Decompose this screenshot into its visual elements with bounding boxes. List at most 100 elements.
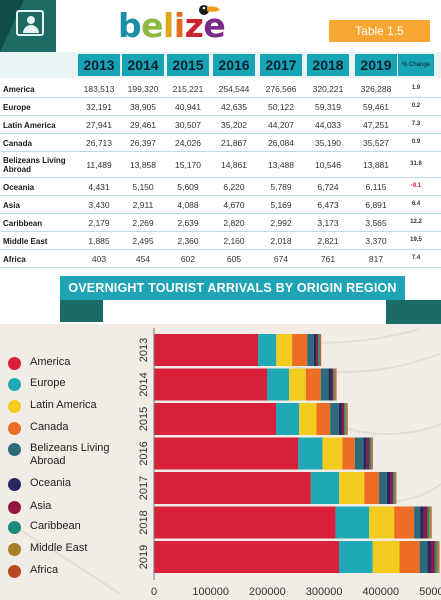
bar-segment <box>316 403 331 435</box>
year-tick-label: 2014 <box>138 372 150 396</box>
change-cell: 0.2 <box>411 103 421 109</box>
year-header: 2013 <box>78 54 120 76</box>
header: belize Table 1.5 <box>0 0 441 52</box>
legend-swatch <box>8 565 21 578</box>
table-cell: 2,639 <box>177 218 199 228</box>
table-cell: 27,941 <box>86 120 112 130</box>
bar-segment <box>392 472 395 504</box>
bar-segment <box>335 368 337 401</box>
bar-segment <box>276 334 293 366</box>
table-cell: 24,026 <box>175 138 201 148</box>
bar-segment <box>154 403 277 435</box>
table-cell: 5,609 <box>177 182 199 192</box>
legend-label: Belizeans Living Abroad <box>30 442 110 467</box>
table-cell: 35,527 <box>363 138 389 148</box>
year-tick-label: 2013 <box>138 338 150 362</box>
row-label: America <box>3 85 35 94</box>
bar-segment <box>307 334 314 366</box>
legend-swatch <box>8 443 21 456</box>
bar-segment <box>342 437 355 470</box>
bar-segment <box>363 437 367 470</box>
bar-segment <box>347 403 348 435</box>
legend-swatch <box>8 543 21 556</box>
bar-segment <box>154 437 299 470</box>
bar-segment <box>414 506 421 539</box>
table-label: Table 1.5 <box>329 20 430 42</box>
table-cell: 254,544 <box>218 84 250 94</box>
x-tick-label: 300000 <box>306 586 343 598</box>
bar-segment <box>276 403 300 435</box>
table-cell: 2,821 <box>317 236 339 246</box>
bar-segment <box>316 334 319 366</box>
bar-segment <box>429 506 431 539</box>
table-cell: 3,370 <box>365 236 387 246</box>
bar-segment <box>334 368 336 401</box>
table-cell: 4,088 <box>177 200 199 210</box>
profile-badge <box>0 0 56 52</box>
bar-segment <box>154 541 340 573</box>
table-cell: 817 <box>368 254 384 264</box>
bar-segment <box>419 541 428 573</box>
bar-segment <box>154 506 336 539</box>
table-cell: 10,546 <box>315 160 341 170</box>
legend-swatch <box>8 422 21 435</box>
legend-label: America <box>30 356 71 368</box>
change-cell: 7.3 <box>411 121 421 127</box>
year-tick-label: 2017 <box>138 476 150 500</box>
table-cell: 2,495 <box>132 236 154 246</box>
row-label: Africa <box>3 255 26 264</box>
x-tick-label: 500000 <box>419 586 441 598</box>
user-icon <box>16 10 44 36</box>
bar-segment <box>394 506 415 539</box>
row-label: Asia <box>3 201 20 210</box>
year-tick-label: 2016 <box>138 441 150 465</box>
bar-segment <box>438 541 440 573</box>
table-cell: 2,992 <box>270 218 292 228</box>
legend-label: Oceania <box>30 477 71 489</box>
table-cell: 403 <box>91 254 107 264</box>
bar-segment <box>154 472 311 504</box>
row-label: Caribbean <box>3 219 43 228</box>
stacked-bar-chart: 2013 2014 2015 2016 2017 2018 2019 0 100000 20000… <box>0 324 441 600</box>
bar-segment <box>436 541 439 573</box>
table-cell: 605 <box>226 254 242 264</box>
x-tick-label: 0 <box>151 586 157 598</box>
table-cell: 4,431 <box>88 182 110 192</box>
legend-label: Latin America <box>30 399 97 411</box>
table-cell: 4,670 <box>223 200 245 210</box>
table-cell: 13,881 <box>363 160 389 170</box>
belize-logo: belize <box>118 6 226 45</box>
bar-segment <box>430 506 432 539</box>
bar-segment <box>338 403 342 435</box>
bar-segment <box>344 403 346 435</box>
table-row: Latin America 27,941 29,461 30,507 35,202 44,… <box>0 116 441 134</box>
table-cell: 15,170 <box>175 160 201 170</box>
year-header: 2018 <box>307 54 349 76</box>
table-cell: 2,360 <box>177 236 199 246</box>
table-row: Africa 403 454 602 605 674 761 817 7.4 <box>0 250 441 268</box>
bar-segment <box>371 437 373 470</box>
row-label: Canada <box>3 139 32 148</box>
table-row: Oceania 4,431 5,150 5,609 6,220 5,789 6,724 6,1… <box>0 178 441 196</box>
table-cell: 320,221 <box>312 84 344 94</box>
bar-segment <box>322 437 343 470</box>
bar-segment <box>379 472 387 504</box>
bar-segment <box>333 368 335 401</box>
table-cell: 30,507 <box>175 120 201 130</box>
bar-segment <box>310 472 340 504</box>
table-cell: 2,160 <box>223 236 245 246</box>
table-cell: 38,905 <box>130 102 156 112</box>
chart-canvas: 2013 2014 2015 2016 2017 2018 2019 0 100000 20000… <box>9 328 441 598</box>
bar-segment <box>420 506 424 539</box>
bar-segment <box>313 334 317 366</box>
bar-segment <box>339 541 373 573</box>
table-cell: 13,858 <box>130 160 156 170</box>
table-cell: 1,885 <box>88 236 110 246</box>
table-cell: 47,251 <box>363 120 389 130</box>
change-cell: 7.4 <box>411 255 421 261</box>
table-cell: 454 <box>135 254 151 264</box>
bar-segment <box>330 403 339 435</box>
table-cell: 21,867 <box>221 138 247 148</box>
table-header-row: 2013 2014 2015 2016 2017 2018 2019% Change <box>0 52 441 78</box>
year-tick-label: 2019 <box>138 545 150 569</box>
